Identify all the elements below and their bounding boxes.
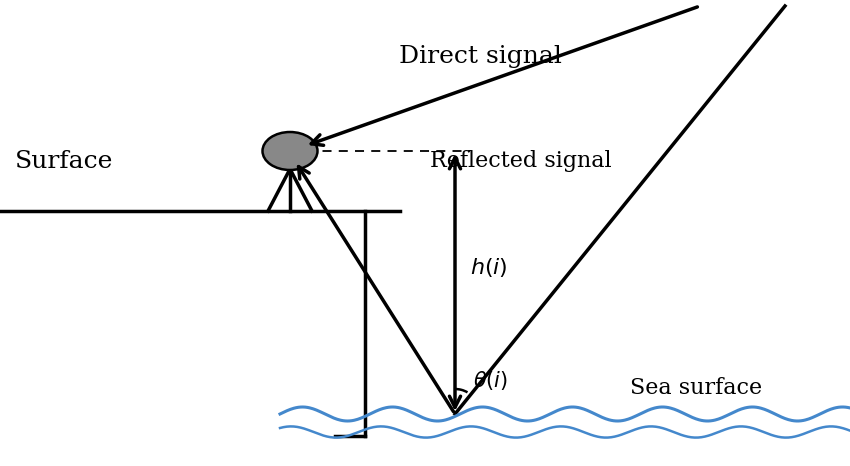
Text: $h(i)$: $h(i)$ <box>470 256 507 279</box>
Text: Reflected signal: Reflected signal <box>430 150 612 172</box>
Text: Sea surface: Sea surface <box>630 377 762 399</box>
Text: Direct signal: Direct signal <box>399 44 562 68</box>
Ellipse shape <box>263 132 318 170</box>
Text: Surface: Surface <box>15 150 113 172</box>
Text: $\theta(i)$: $\theta(i)$ <box>473 369 508 392</box>
